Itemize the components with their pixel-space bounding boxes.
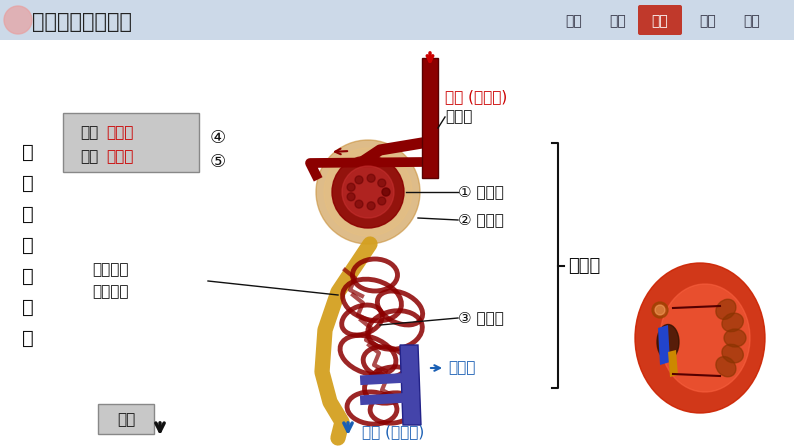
Text: 肾静脉: 肾静脉 <box>448 360 476 375</box>
Circle shape <box>378 179 386 187</box>
Text: ① 肾小球: ① 肾小球 <box>458 185 504 199</box>
Text: ② 肾小囊: ② 肾小囊 <box>458 212 504 228</box>
Text: 二
、
肾
脏
的
结
构: 二 、 肾 脏 的 结 构 <box>22 143 34 347</box>
Text: ⑤: ⑤ <box>210 153 226 171</box>
Ellipse shape <box>722 313 743 332</box>
FancyBboxPatch shape <box>63 113 199 172</box>
Circle shape <box>324 148 412 236</box>
Circle shape <box>347 183 355 191</box>
Polygon shape <box>658 325 670 365</box>
FancyBboxPatch shape <box>98 404 154 434</box>
Text: 尿液: 尿液 <box>117 413 135 427</box>
Text: 练习: 练习 <box>700 14 716 28</box>
Circle shape <box>316 140 420 244</box>
Text: 首页: 首页 <box>565 14 582 28</box>
Circle shape <box>4 6 32 34</box>
Circle shape <box>652 302 668 318</box>
Text: ④: ④ <box>210 129 226 147</box>
Circle shape <box>367 174 375 182</box>
Ellipse shape <box>716 299 736 320</box>
Circle shape <box>332 156 404 228</box>
Ellipse shape <box>722 344 743 363</box>
Text: 肾动脉: 肾动脉 <box>445 110 472 125</box>
Text: 血液 (静脉血): 血液 (静脉血) <box>362 425 424 439</box>
Ellipse shape <box>657 325 679 359</box>
Circle shape <box>382 188 390 196</box>
Ellipse shape <box>660 284 750 392</box>
Circle shape <box>378 197 386 205</box>
Text: 肾小管外: 肾小管外 <box>92 262 129 278</box>
Ellipse shape <box>635 263 765 413</box>
Circle shape <box>367 202 375 210</box>
Circle shape <box>382 188 390 196</box>
Text: 毛细血管: 毛细血管 <box>92 284 129 299</box>
Text: 入球: 入球 <box>80 126 98 140</box>
Text: ③ 肾小管: ③ 肾小管 <box>458 311 504 325</box>
Text: 新授: 新授 <box>652 14 669 28</box>
Text: 人体内废物的排出: 人体内废物的排出 <box>32 12 132 32</box>
FancyBboxPatch shape <box>638 5 682 35</box>
Circle shape <box>355 176 363 184</box>
FancyBboxPatch shape <box>422 58 438 178</box>
Text: 血液 (动脉血): 血液 (动脉血) <box>445 89 507 105</box>
FancyBboxPatch shape <box>0 0 794 40</box>
Ellipse shape <box>716 357 736 377</box>
Polygon shape <box>400 345 421 425</box>
FancyBboxPatch shape <box>0 40 794 447</box>
Circle shape <box>355 200 363 208</box>
Text: 出球: 出球 <box>80 149 98 164</box>
Circle shape <box>342 166 394 218</box>
Text: 导入: 导入 <box>610 14 626 28</box>
Circle shape <box>655 305 665 315</box>
Text: 小结: 小结 <box>744 14 761 28</box>
Text: 小动脉: 小动脉 <box>106 149 133 164</box>
Polygon shape <box>668 350 678 377</box>
Circle shape <box>347 193 355 201</box>
Ellipse shape <box>724 329 746 347</box>
Text: 小动脉: 小动脉 <box>106 126 133 140</box>
Text: 肾单位: 肾单位 <box>568 257 600 274</box>
